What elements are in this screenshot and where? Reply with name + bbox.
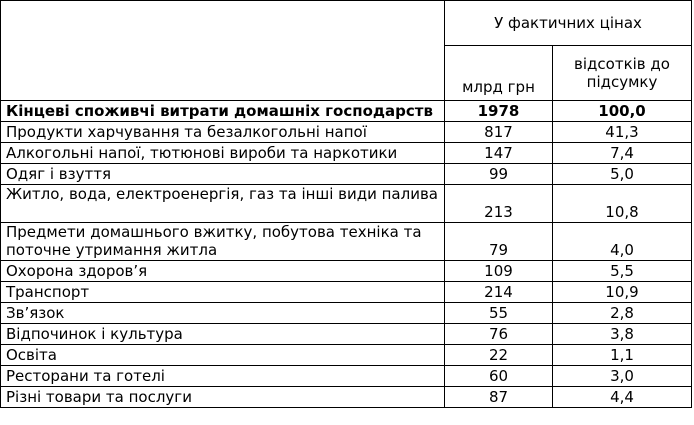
row-label[interactable]: Освіта [0, 344, 445, 366]
row-percent[interactable]: 3,8 [551, 323, 693, 345]
total-value[interactable]: 1978 [444, 100, 553, 122]
total-percent[interactable]: 100,0 [551, 100, 693, 122]
row-value[interactable]: 76 [444, 323, 553, 345]
row-percent[interactable]: 5,5 [551, 260, 693, 282]
row-value[interactable]: 109 [444, 260, 553, 282]
header-percent-cell[interactable]: відсотків до підсумку [551, 45, 693, 101]
table-row: Ресторани та готелі 60 3,0 [0, 365, 693, 387]
total-label[interactable]: Кінцеві споживчі витрати домашніх господ… [0, 100, 445, 122]
table-row: Охорона здоров’я 109 5,5 [0, 260, 693, 282]
row-label[interactable]: Одяг і взуття [0, 163, 445, 185]
household-consumption-table: У фактичних цінах млрд грн відсотків до … [0, 0, 693, 408]
row-percent[interactable]: 10,9 [551, 281, 693, 303]
table-row: Відпочинок і культура 76 3,8 [0, 323, 693, 345]
table-row: Житло, вода, електроенергія, газ та інші… [0, 184, 693, 223]
row-percent[interactable]: 1,1 [551, 344, 693, 366]
row-value[interactable]: 87 [444, 386, 553, 408]
table-row: Продукти харчування та безалкогольні нап… [0, 121, 693, 143]
row-value[interactable]: 55 [444, 302, 553, 324]
row-value[interactable]: 22 [444, 344, 553, 366]
header-row-columns: млрд грн відсотків до підсумку [1, 45, 693, 101]
row-label[interactable]: Алкогольні напої, тютюнові вироби та нар… [0, 142, 445, 164]
row-value[interactable]: 79 [444, 222, 553, 261]
row-value[interactable]: 214 [444, 281, 553, 303]
table-row: Освіта 22 1,1 [0, 344, 693, 366]
row-value[interactable]: 213 [444, 184, 553, 223]
row-label[interactable]: Ресторани та готелі [0, 365, 445, 387]
row-percent[interactable]: 41,3 [551, 121, 693, 143]
row-value[interactable]: 147 [444, 142, 553, 164]
table-row: Одяг і взуття 99 5,0 [0, 163, 693, 185]
table-row: Транспорт 214 10,9 [0, 281, 693, 303]
row-percent[interactable]: 2,8 [551, 302, 693, 324]
table-row: Різні товари та послуги 87 4,4 [0, 386, 693, 408]
header-corner-cell[interactable] [0, 0, 445, 101]
row-label[interactable]: Охорона здоров’я [0, 260, 445, 282]
row-label[interactable]: Різні товари та послуги [0, 386, 445, 408]
row-label[interactable]: Продукти харчування та безалкогольні нап… [0, 121, 445, 143]
row-percent[interactable]: 7,4 [551, 142, 693, 164]
row-label[interactable]: Предмети домашнього вжитку, побутова тех… [0, 222, 445, 261]
row-label[interactable]: Зв’язок [0, 302, 445, 324]
row-label[interactable]: Транспорт [0, 281, 445, 303]
header-row-group: У фактичних цінах [0, 0, 693, 101]
row-value[interactable]: 817 [444, 121, 553, 143]
table-row: Предмети домашнього вжитку, побутова тех… [0, 222, 693, 261]
row-percent[interactable]: 4,4 [551, 386, 693, 408]
row-percent[interactable]: 4,0 [551, 222, 693, 261]
row-percent[interactable]: 10,8 [551, 184, 693, 223]
table-row: Алкогольні напої, тютюнові вироби та нар… [0, 142, 693, 164]
row-label[interactable]: Житло, вода, електроенергія, газ та інші… [0, 184, 445, 223]
total-row: Кінцеві споживчі витрати домашніх господ… [0, 100, 693, 122]
header-group-current-prices[interactable]: У фактичних цінах [443, 0, 693, 46]
row-percent[interactable]: 3,0 [551, 365, 693, 387]
row-value[interactable]: 99 [444, 163, 553, 185]
row-percent[interactable]: 5,0 [551, 163, 693, 185]
row-value[interactable]: 60 [444, 365, 553, 387]
table-row: Зв’язок 55 2,8 [0, 302, 693, 324]
header-unit-cell[interactable]: млрд грн [444, 45, 553, 101]
row-label[interactable]: Відпочинок і культура [0, 323, 445, 345]
